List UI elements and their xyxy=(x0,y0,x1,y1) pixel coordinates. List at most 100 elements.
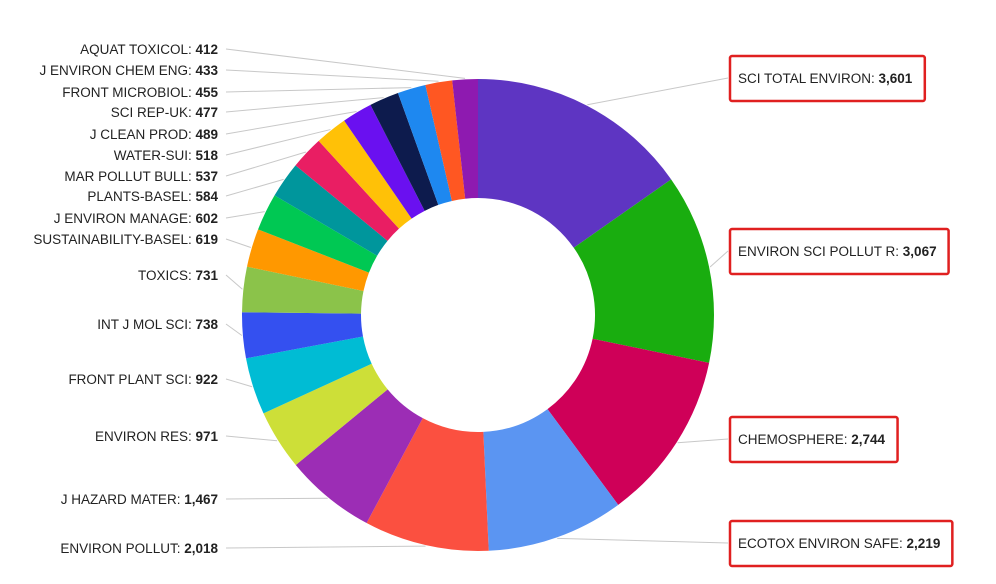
label-chemosphere: CHEMOSPHERE: 2,744 xyxy=(738,432,886,447)
label-value: 971 xyxy=(195,429,218,444)
slice-environ-pollut[interactable] xyxy=(366,418,489,552)
label-value: 738 xyxy=(195,317,218,332)
slice-ecotox-environ-safe[interactable] xyxy=(483,409,619,551)
label-name: SCI REP-UK: xyxy=(111,105,196,120)
label-name: J ENVIRON MANAGE: xyxy=(54,211,196,226)
label-name: AQUAT TOXICOL: xyxy=(80,42,195,57)
leader-line xyxy=(225,323,243,336)
label-value: 412 xyxy=(195,42,218,57)
leader-line xyxy=(225,151,307,177)
label-environ-res: ENVIRON RES: 971 xyxy=(95,429,219,444)
label-name: FRONT MICROBIOL: xyxy=(62,85,195,100)
label-name: SCI TOTAL ENVIRON: xyxy=(738,71,879,86)
leader-line xyxy=(557,537,729,544)
highlight-box-chemosphere xyxy=(728,415,899,464)
label-sci-rep-uk: SCI REP-UK: 477 xyxy=(111,105,218,120)
label-name: MAR POLLUT BULL: xyxy=(64,169,195,184)
slice-aquat-toxicol[interactable] xyxy=(452,79,478,199)
label-value: 537 xyxy=(195,169,218,184)
leader-line xyxy=(225,97,384,113)
label-j-clean-prod: J CLEAN PROD: 489 xyxy=(90,127,218,142)
label-name: WATER-SUI: xyxy=(114,148,196,163)
label-ecotox-environ-safe: ECOTOX ENVIRON SAFE: 2,219 xyxy=(738,536,940,551)
label-value: 922 xyxy=(195,372,218,387)
highlight-box-ecotox-environ-safe xyxy=(728,519,954,568)
label-value: 731 xyxy=(195,268,218,283)
slice-j-environ-manage[interactable] xyxy=(258,195,378,273)
label-value: 2,744 xyxy=(851,432,885,447)
leader-line xyxy=(225,238,251,249)
slice-j-hazard-mater[interactable] xyxy=(295,389,423,524)
label-value: 2,219 xyxy=(907,536,941,551)
slice-sci-total-environ[interactable] xyxy=(478,79,672,248)
slice-chemosphere[interactable] xyxy=(547,338,710,505)
label-value: 602 xyxy=(195,211,218,226)
label-name: J CLEAN PROD: xyxy=(90,127,196,142)
label-name: J HAZARD MATER: xyxy=(61,492,185,507)
highlight-boxes xyxy=(728,54,954,568)
donut-slices xyxy=(242,79,715,552)
leader-line xyxy=(225,87,412,93)
leader-lines xyxy=(225,48,729,549)
leader-line xyxy=(225,178,284,197)
leader-line xyxy=(225,48,466,79)
label-sustainability-basel: SUSTAINABILITY-BASEL: 619 xyxy=(33,232,218,247)
label-value: 1,467 xyxy=(184,492,218,507)
label-value: 489 xyxy=(195,127,218,142)
label-name: TOXICS: xyxy=(138,268,196,283)
leader-line xyxy=(225,274,243,290)
slice-labels: SCI TOTAL ENVIRON: 3,601 ENVIRON SCI POLL… xyxy=(33,42,940,556)
label-value: 3,601 xyxy=(879,71,913,86)
label-name: FRONT PLANT SCI: xyxy=(68,372,195,387)
slice-int-j-mol-sci[interactable] xyxy=(242,312,363,359)
label-value: 619 xyxy=(195,232,218,247)
slice-toxics[interactable] xyxy=(242,266,364,314)
label-name: INT J MOL SCI: xyxy=(97,317,195,332)
slice-sustainability-basel[interactable] xyxy=(247,229,369,292)
label-sci-total-environ: SCI TOTAL ENVIRON: 3,601 xyxy=(738,71,913,86)
label-name: ENVIRON POLLUT: xyxy=(60,541,184,556)
slice-front-microbiol[interactable] xyxy=(397,84,452,205)
label-environ-sci-pollut-r: ENVIRON SCI POLLUT R: 3,067 xyxy=(738,244,937,259)
slice-environ-res[interactable] xyxy=(263,363,388,465)
label-name: PLANTS-BASEL: xyxy=(87,189,195,204)
label-name: SUSTAINABILITY-BASEL: xyxy=(33,232,195,247)
slice-j-clean-prod[interactable] xyxy=(344,104,425,219)
leader-line xyxy=(225,497,328,500)
slice-water-sui[interactable] xyxy=(318,120,412,229)
label-mar-pollut-bull: MAR POLLUT BULL: 537 xyxy=(64,169,218,184)
label-int-j-mol-sci: INT J MOL SCI: 738 xyxy=(97,317,218,332)
label-j-hazard-mater: J HAZARD MATER: 1,467 xyxy=(61,492,218,507)
slice-environ-sci-pollut-r[interactable] xyxy=(573,179,715,363)
label-name: J ENVIRON CHEM ENG: xyxy=(39,63,195,78)
label-j-environ-chem-eng: J ENVIRON CHEM ENG: 433 xyxy=(39,63,218,78)
label-toxics: TOXICS: 731 xyxy=(138,268,219,283)
label-plants-basel: PLANTS-BASEL: 584 xyxy=(87,189,218,204)
slice-mar-pollut-bull[interactable] xyxy=(295,140,400,241)
label-front-microbiol: FRONT MICROBIOL: 455 xyxy=(62,85,218,100)
leader-line xyxy=(225,545,426,549)
slice-sci-rep-uk[interactable] xyxy=(370,92,439,211)
leader-line xyxy=(225,378,253,388)
label-name: CHEMOSPHERE: xyxy=(738,432,851,447)
leader-line xyxy=(587,77,729,106)
slice-front-plant-sci[interactable] xyxy=(246,336,372,414)
label-front-plant-sci: FRONT PLANT SCI: 922 xyxy=(68,372,218,387)
slice-plants-basel[interactable] xyxy=(274,165,388,256)
slice-j-environ-chem-eng[interactable] xyxy=(425,80,466,201)
leader-line xyxy=(225,211,265,219)
label-name: ENVIRON RES: xyxy=(95,429,196,444)
label-value: 477 xyxy=(195,105,218,120)
label-aquat-toxicol: AQUAT TOXICOL: 412 xyxy=(80,42,218,57)
highlight-box-sci-total-environ xyxy=(728,54,927,103)
label-name: ECOTOX ENVIRON SAFE: xyxy=(738,536,907,551)
label-name: ENVIRON SCI POLLUT R: xyxy=(738,244,903,259)
leader-line xyxy=(709,250,729,268)
leader-line xyxy=(225,129,331,156)
label-water-sui: WATER-SUI: 518 xyxy=(114,148,219,163)
label-value: 3,067 xyxy=(903,244,937,259)
label-value: 455 xyxy=(195,85,218,100)
highlight-box-environ-sci-pollut-r xyxy=(728,227,950,276)
leader-line xyxy=(225,435,278,442)
